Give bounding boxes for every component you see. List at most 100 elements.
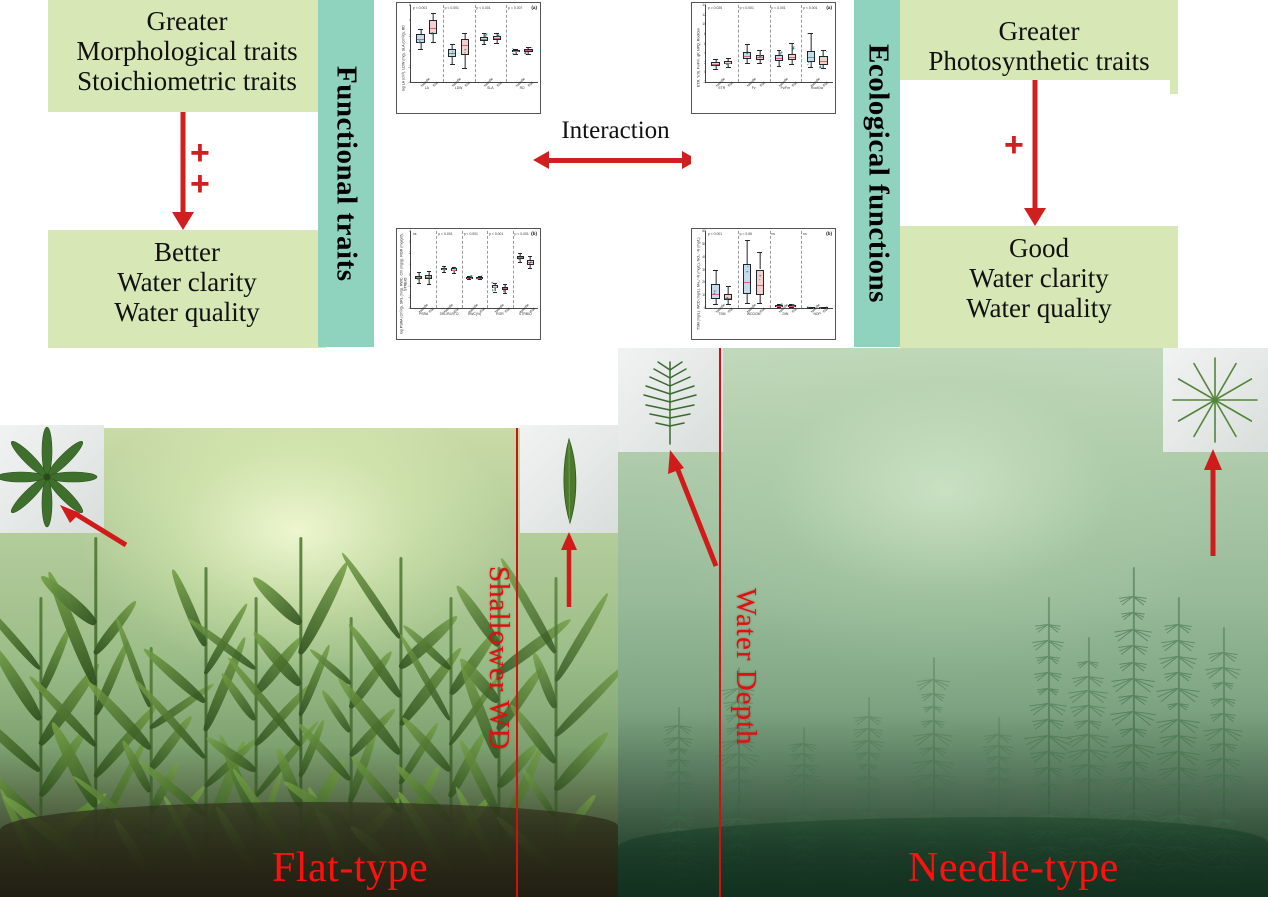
left-arrow-head xyxy=(172,212,194,230)
whisker-cap xyxy=(745,303,750,304)
x-tick-label: Flat xyxy=(727,307,734,314)
plot-area: -4 -2 0 2 4 6 p < 0.001 LA p < 0.001 LDW p < 0.001… xyxy=(410,5,538,83)
y-tick: -1 xyxy=(402,284,411,288)
right-top-line-1: Greater xyxy=(904,16,1174,46)
left-plus-sign-2: + xyxy=(190,167,210,201)
whisker-cap xyxy=(462,33,467,34)
needle-leaf-whorl-icon xyxy=(1163,348,1268,452)
whisker-cap xyxy=(713,69,718,70)
group-label: DIN xyxy=(782,312,788,316)
whisker-cap xyxy=(418,49,423,50)
whisker-upper xyxy=(433,13,434,19)
needle-type-label: Needle-type xyxy=(908,844,1119,892)
left-chart-stack: log LA (cm²), LDW (mg), SLA (cm²/g), RD(… xyxy=(396,2,541,344)
data-point xyxy=(807,64,808,65)
whisker-cap xyxy=(726,286,731,287)
p-value-annotation: p < 0.001 xyxy=(445,6,459,10)
y-tick: 0 xyxy=(697,70,706,74)
arrow-to-needle-whorl-inset xyxy=(1200,448,1226,558)
whisker-cap xyxy=(808,67,813,68)
p-value-annotation: ns xyxy=(803,232,807,236)
flat-single-blade-icon xyxy=(520,425,618,533)
left-top-line-3: Stoichiometric traits xyxy=(52,66,322,96)
y-tick: 8 xyxy=(697,32,706,36)
right-plus-sign-1: + xyxy=(1004,128,1024,162)
right-top-line-2: Photosynthetic traits xyxy=(904,46,1174,76)
box-plot-box xyxy=(416,34,424,42)
whisker-cap xyxy=(726,304,731,305)
median-line xyxy=(808,57,814,58)
whisker-cap xyxy=(745,240,750,241)
group-divider xyxy=(770,231,771,308)
y-tick: 2 xyxy=(402,34,411,38)
median-line xyxy=(776,58,782,59)
right-concept-column: Greater Photosynthetic traits + Good Wat… xyxy=(900,0,1170,348)
y-tick: 2 xyxy=(402,251,411,255)
y-tick: -2 xyxy=(402,65,411,69)
whisker-cap xyxy=(713,270,718,271)
group-label: TSM xyxy=(718,312,725,316)
group-divider xyxy=(506,5,507,82)
needle-feather-leaf-icon xyxy=(618,348,723,452)
whisker-cap xyxy=(467,279,471,280)
right-arrow-shaft xyxy=(1033,80,1038,210)
whisker-cap xyxy=(526,54,531,55)
y-tick: 0 xyxy=(402,49,411,53)
whisker-cap xyxy=(493,283,497,284)
whisker-upper xyxy=(715,270,716,284)
y-tick: 50 xyxy=(697,242,706,246)
shallower-wd-reference-line xyxy=(516,428,518,897)
whisker-lower xyxy=(747,294,748,303)
whisker-cap xyxy=(528,256,532,257)
p-value-annotation: p = 0.007 xyxy=(508,6,522,10)
p-value-annotation: p < 0.001 xyxy=(803,6,817,10)
group-divider xyxy=(475,5,476,82)
functional-traits-banner-label: Functional traits xyxy=(330,66,363,282)
group-divider xyxy=(513,231,514,308)
whisker-cap xyxy=(713,304,718,305)
p-value-annotation: p < 0.001 xyxy=(489,232,503,236)
left-bottom-line-1: Better xyxy=(52,237,322,267)
left-concept-column: Greater Morphological traits Stoichiomet… xyxy=(48,0,318,348)
interaction-double-arrow xyxy=(533,149,698,171)
ecological-functions-banner: Ecological functions xyxy=(854,0,902,347)
arrow-to-flat-blade-inset xyxy=(556,531,582,609)
p-value-annotation: p < 0.001 xyxy=(464,232,478,236)
ecological-functions-banner-label: Ecological functions xyxy=(862,44,895,303)
whisker-cap xyxy=(417,272,421,273)
group-divider xyxy=(770,5,771,82)
concept-diagram-section: Greater Morphological traits Stoichiomet… xyxy=(0,0,1268,348)
whisker-cap xyxy=(789,64,794,65)
right-bottom-line-2: Water clarity xyxy=(904,263,1174,293)
group-divider xyxy=(443,5,444,82)
whisker-upper xyxy=(728,286,729,294)
whisker-cap xyxy=(452,273,456,274)
y-tick: 12 xyxy=(697,13,706,17)
box-plot-box xyxy=(743,264,751,294)
inset-needle-leaf-whorl xyxy=(1163,348,1268,452)
x-tick-label: Flat xyxy=(432,81,439,88)
p-value-annotation: p < 0.001 xyxy=(708,232,722,236)
whisker-lower xyxy=(433,34,434,42)
whisker-cap xyxy=(431,42,436,43)
p-value-annotation: ns xyxy=(771,232,775,236)
whisker-cap xyxy=(808,33,813,34)
group-divider xyxy=(801,231,802,308)
whisker-upper xyxy=(810,33,811,51)
median-line xyxy=(744,282,750,283)
y-tick: 10 xyxy=(697,293,706,297)
arrow-to-flat-whorl-inset xyxy=(58,503,130,551)
whisker-cap xyxy=(494,43,499,44)
p-value-annotation: p < 0.001 xyxy=(413,6,427,10)
y-axis-label: ETR, Y(II), Fv/Fm, qP, NPQ, RootGw xyxy=(693,3,704,113)
median-line xyxy=(789,57,795,58)
box-plot-box xyxy=(756,270,764,296)
group-label: LA xyxy=(425,86,429,90)
whisker-cap xyxy=(417,283,421,284)
tank-photo-montage: Shallower WD Water Depth Flat-type Needl… xyxy=(0,348,1268,897)
whisker-cap xyxy=(503,284,507,285)
y-tick: 6 xyxy=(402,3,411,7)
p-value-annotation: p = 0.025 xyxy=(708,6,722,10)
right-arrow-head xyxy=(1024,208,1046,226)
y-tick: 60 xyxy=(697,229,706,233)
